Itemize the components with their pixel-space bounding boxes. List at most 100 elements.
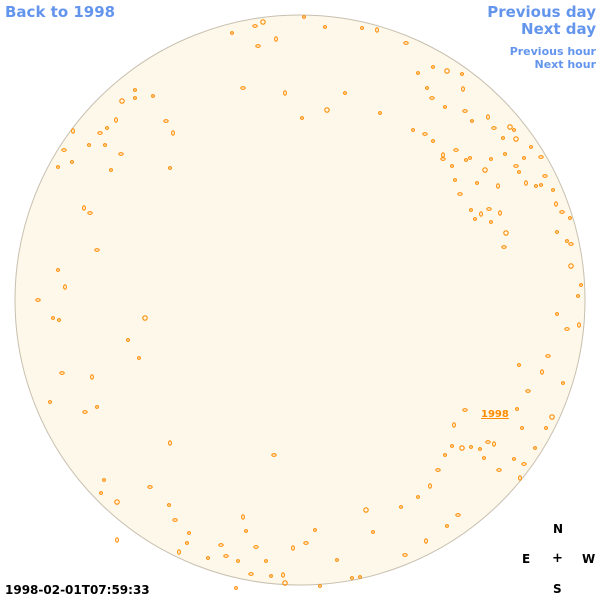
meteor-track bbox=[482, 456, 486, 460]
meteor-track bbox=[87, 143, 91, 147]
meteor-track bbox=[469, 208, 473, 212]
previous-day-link[interactable]: Previous day bbox=[487, 3, 596, 21]
meteor-track bbox=[431, 139, 435, 143]
meteor-track bbox=[253, 545, 259, 549]
meteor-track bbox=[240, 86, 246, 90]
meteor-track bbox=[486, 207, 492, 211]
meteor-track bbox=[126, 338, 130, 342]
meteor-track bbox=[168, 166, 172, 170]
meteor-track bbox=[115, 537, 119, 543]
back-to-year-link[interactable]: Back to 1998 bbox=[5, 3, 116, 21]
meteor-track bbox=[425, 86, 429, 90]
meteor-track bbox=[103, 143, 107, 147]
meteor-track bbox=[283, 90, 287, 96]
meteor-track bbox=[269, 574, 273, 578]
meteor-track bbox=[561, 381, 565, 385]
compass-north: N bbox=[553, 522, 564, 536]
next-day-link[interactable]: Next day bbox=[521, 20, 596, 38]
meteor-track bbox=[282, 580, 288, 586]
meteor-track bbox=[244, 529, 248, 533]
meteor-track bbox=[402, 553, 408, 557]
meteor-track bbox=[375, 27, 379, 33]
meteor-track bbox=[411, 128, 415, 132]
meteor-track bbox=[565, 239, 569, 243]
meteor-track bbox=[517, 170, 521, 174]
meteor-track bbox=[61, 148, 67, 152]
meteor-track bbox=[431, 65, 435, 69]
radiant-label-1998[interactable]: 1998 bbox=[481, 409, 509, 420]
meteor-track bbox=[133, 96, 137, 100]
meteor-track bbox=[274, 36, 278, 42]
meteor-track bbox=[486, 114, 490, 120]
meteor-track bbox=[168, 440, 172, 446]
meteor-track bbox=[491, 126, 497, 130]
meteor-track bbox=[171, 130, 175, 136]
meteor-track bbox=[51, 316, 55, 320]
meteor-track bbox=[503, 230, 509, 236]
meteor-track bbox=[137, 356, 141, 360]
meteor-track bbox=[469, 445, 473, 449]
meteor-track bbox=[443, 105, 447, 109]
meteor-track bbox=[163, 119, 169, 123]
meteor-track bbox=[48, 400, 52, 404]
meteor-track bbox=[503, 152, 507, 156]
meteor-track bbox=[185, 541, 189, 545]
meteor-track bbox=[492, 441, 496, 447]
meteor-track bbox=[260, 19, 266, 25]
meteor-track bbox=[399, 505, 403, 509]
meteor-track bbox=[35, 298, 41, 302]
meteor-track bbox=[234, 586, 238, 590]
meteor-track bbox=[218, 543, 224, 547]
meteor-track bbox=[302, 15, 306, 19]
meteor-track bbox=[313, 528, 317, 532]
meteor-track bbox=[378, 111, 382, 115]
meteor-track bbox=[428, 483, 432, 489]
meteor-track bbox=[576, 294, 580, 298]
meteor-track bbox=[147, 485, 153, 489]
meteor-track bbox=[142, 315, 148, 321]
meteor-track bbox=[501, 136, 505, 140]
meteor-track bbox=[518, 475, 522, 481]
meteor-track bbox=[485, 440, 491, 444]
meteor-track bbox=[358, 575, 362, 579]
meteor-track bbox=[534, 184, 538, 188]
meteor-track bbox=[513, 164, 519, 168]
compass-center: + bbox=[552, 551, 563, 566]
meteor-track bbox=[241, 514, 245, 520]
meteor-track bbox=[496, 468, 502, 472]
meteor-track bbox=[300, 116, 304, 120]
meteor-track bbox=[568, 216, 572, 220]
next-hour-link[interactable]: Next hour bbox=[534, 58, 597, 71]
meteor-track bbox=[230, 31, 234, 35]
meteor-track bbox=[522, 156, 526, 160]
meteor-track bbox=[343, 91, 347, 95]
meteor-track bbox=[303, 541, 309, 545]
sky-disc bbox=[14, 14, 586, 586]
meteor-track bbox=[435, 468, 441, 472]
meteor-track bbox=[133, 88, 137, 92]
meteor-track bbox=[450, 444, 454, 448]
meteor-track bbox=[445, 524, 449, 528]
meteor-track bbox=[335, 558, 339, 562]
meteor-track bbox=[520, 426, 524, 430]
meteor-track bbox=[489, 157, 493, 161]
meteor-track bbox=[56, 268, 60, 272]
meteor-track bbox=[422, 132, 428, 136]
meteor-track bbox=[63, 284, 67, 290]
meteor-track bbox=[119, 98, 125, 104]
meteor-track bbox=[455, 513, 461, 517]
meteor-track bbox=[525, 389, 531, 393]
previous-hour-link[interactable]: Previous hour bbox=[509, 45, 596, 58]
meteor-track bbox=[71, 128, 75, 134]
meteor-track bbox=[151, 94, 155, 98]
meteor-track bbox=[118, 152, 124, 156]
meteor-track bbox=[564, 327, 570, 331]
meteor-track bbox=[568, 263, 574, 269]
meteor-track bbox=[551, 188, 555, 192]
meteor-track bbox=[350, 576, 354, 580]
meteor-track bbox=[97, 131, 103, 135]
meteor-track bbox=[460, 72, 464, 76]
timestamp: 1998-02-01T07:59:33 bbox=[5, 583, 150, 597]
compass-east: E bbox=[522, 552, 531, 566]
meteor-track bbox=[444, 68, 450, 74]
